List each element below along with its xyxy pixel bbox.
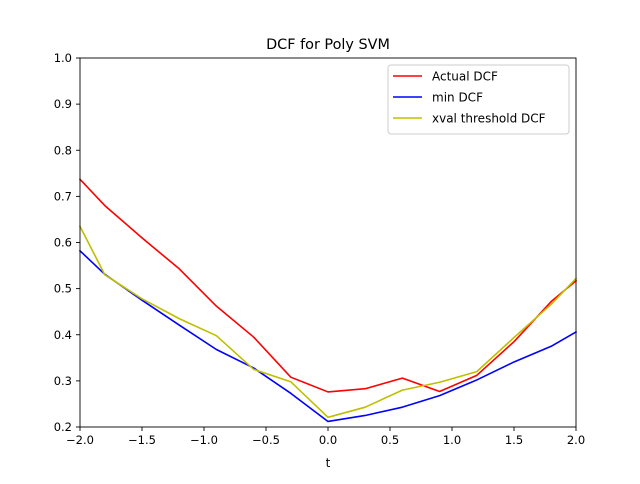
- y-tick-label: 0.4: [54, 328, 72, 342]
- y-tick-label: 0.5: [54, 282, 72, 296]
- x-tick-label: 1.0: [443, 433, 461, 447]
- y-tick-label: 1.0: [54, 51, 72, 65]
- x-tick-label: 2.0: [567, 433, 585, 447]
- x-tick-label: −1.5: [128, 433, 156, 447]
- axes-layer: −2.0 −1.5 −1.0 −0.5 0.0 0.5 1.0 1.5 2.0 0.2 0.3 0.4…: [54, 51, 585, 447]
- legend-label: xval threshold DCF: [432, 112, 546, 126]
- series-layer: [78, 178, 578, 423]
- x-tick-label: 0.5: [381, 433, 399, 447]
- x-tick-label: −1.0: [190, 433, 218, 447]
- legend-box: [387, 64, 570, 135]
- x-tick-label: −2.0: [66, 433, 94, 447]
- series-line-0: [78, 178, 578, 393]
- legend-label: Actual DCF: [432, 70, 498, 84]
- y-tick-label: 0.7: [54, 189, 72, 203]
- series-line-2: [78, 225, 578, 419]
- legend: Actual DCF min DCF xval threshold DCF: [387, 64, 570, 135]
- x-tick-label: −0.5: [252, 433, 280, 447]
- y-tick-label: 0.3: [54, 374, 72, 388]
- y-tick-label: 0.2: [54, 420, 72, 434]
- series-line-1: [78, 249, 578, 423]
- x-axis-label: t: [326, 456, 331, 470]
- legend-label: min DCF: [432, 91, 483, 105]
- chart-title: DCF for Poly SVM: [266, 37, 390, 53]
- y-tick-label: 0.6: [54, 236, 72, 250]
- x-tick-label: 0.0: [319, 433, 337, 447]
- y-tick-label: 0.9: [54, 97, 72, 111]
- x-tick-label: 1.5: [505, 433, 523, 447]
- y-tick-label: 0.8: [54, 143, 72, 157]
